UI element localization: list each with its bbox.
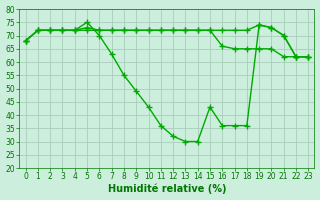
X-axis label: Humidité relative (%): Humidité relative (%): [108, 184, 226, 194]
